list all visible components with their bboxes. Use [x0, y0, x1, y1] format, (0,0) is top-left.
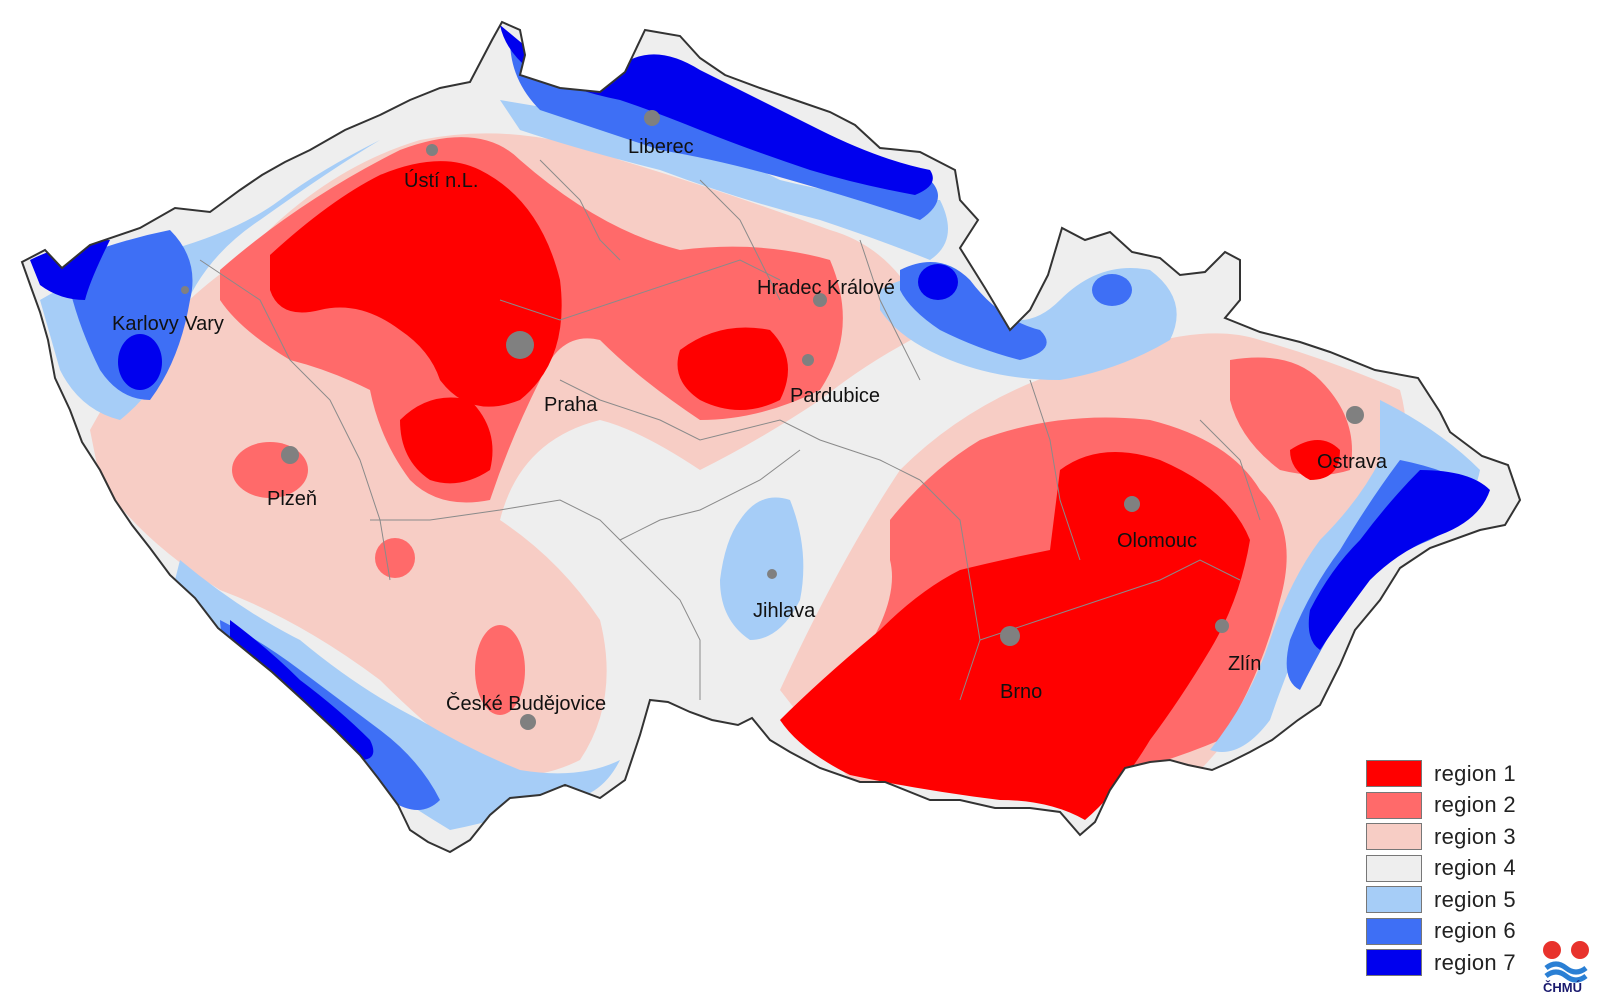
city-markers	[181, 110, 1364, 730]
city-label-zlin: Zlín	[1228, 653, 1261, 675]
legend-label: region 2	[1434, 792, 1516, 818]
city-label-pardubice: Pardubice	[790, 385, 880, 407]
city-label-brno: Brno	[1000, 681, 1042, 703]
legend-swatch	[1366, 917, 1422, 945]
city-label-liberec: Liberec	[628, 136, 694, 158]
city-marker-icon	[802, 354, 814, 366]
legend-label: region 5	[1434, 886, 1516, 912]
legend-item: region 7	[1366, 947, 1546, 979]
legend-label: region 3	[1434, 823, 1516, 849]
legend-item: region 5	[1366, 884, 1546, 916]
city-marker-icon	[520, 714, 536, 730]
city-marker-icon	[1346, 406, 1364, 424]
legend-label: region 7	[1434, 949, 1516, 975]
district-boundaries	[199, 159, 1261, 701]
legend-swatch	[1366, 886, 1422, 914]
legend-item: region 3	[1366, 821, 1546, 853]
legend-swatch	[1366, 854, 1422, 882]
city-label-karlovy-vary: Karlovy Vary	[112, 313, 224, 335]
city-label-ostrava: Ostrava	[1317, 451, 1388, 473]
city-label-olomouc: Olomouc	[1117, 530, 1197, 552]
city-marker-icon	[1000, 626, 1020, 646]
city-marker-icon	[644, 110, 660, 126]
legend-label: region 6	[1434, 918, 1516, 944]
city-label-ceske-budejovice: České Budějovice	[446, 692, 606, 715]
city-marker-icon	[281, 446, 299, 464]
chmu-logo-text: ČHMÚ	[1543, 980, 1582, 995]
legend-swatch	[1366, 949, 1422, 977]
legend-item: region 2	[1366, 790, 1546, 822]
city-label-jihlava: Jihlava	[753, 600, 816, 622]
chmu-logo-icon	[1543, 941, 1589, 983]
city-marker-icon	[1215, 619, 1229, 633]
city-marker-icon	[181, 286, 189, 294]
city-label-praha: Praha	[544, 394, 598, 416]
legend-item: region 4	[1366, 853, 1546, 885]
legend-item: region 6	[1366, 916, 1546, 948]
legend-swatch	[1366, 823, 1422, 851]
legend-swatch	[1366, 760, 1422, 788]
city-marker-icon	[813, 293, 827, 307]
legend-label: region 4	[1434, 855, 1516, 881]
city-label-hradec-kralove: Hradec Králové	[757, 277, 895, 299]
legend-label: region 1	[1434, 760, 1516, 786]
city-label-usti: Ústí n.L.	[404, 169, 478, 192]
city-marker-icon	[426, 144, 438, 156]
city-label-plzen: Plzeň	[267, 488, 317, 510]
city-marker-icon	[506, 331, 534, 359]
map-legend: region 1 region 2 region 3 region 4 regi…	[1366, 758, 1546, 979]
legend-item: region 1	[1366, 758, 1546, 790]
city-labels: Liberec Ústí n.L. Karlovy Vary Hradec Kr…	[112, 136, 1388, 715]
city-marker-icon	[1124, 496, 1140, 512]
city-marker-icon	[767, 569, 777, 579]
legend-swatch	[1366, 791, 1422, 819]
